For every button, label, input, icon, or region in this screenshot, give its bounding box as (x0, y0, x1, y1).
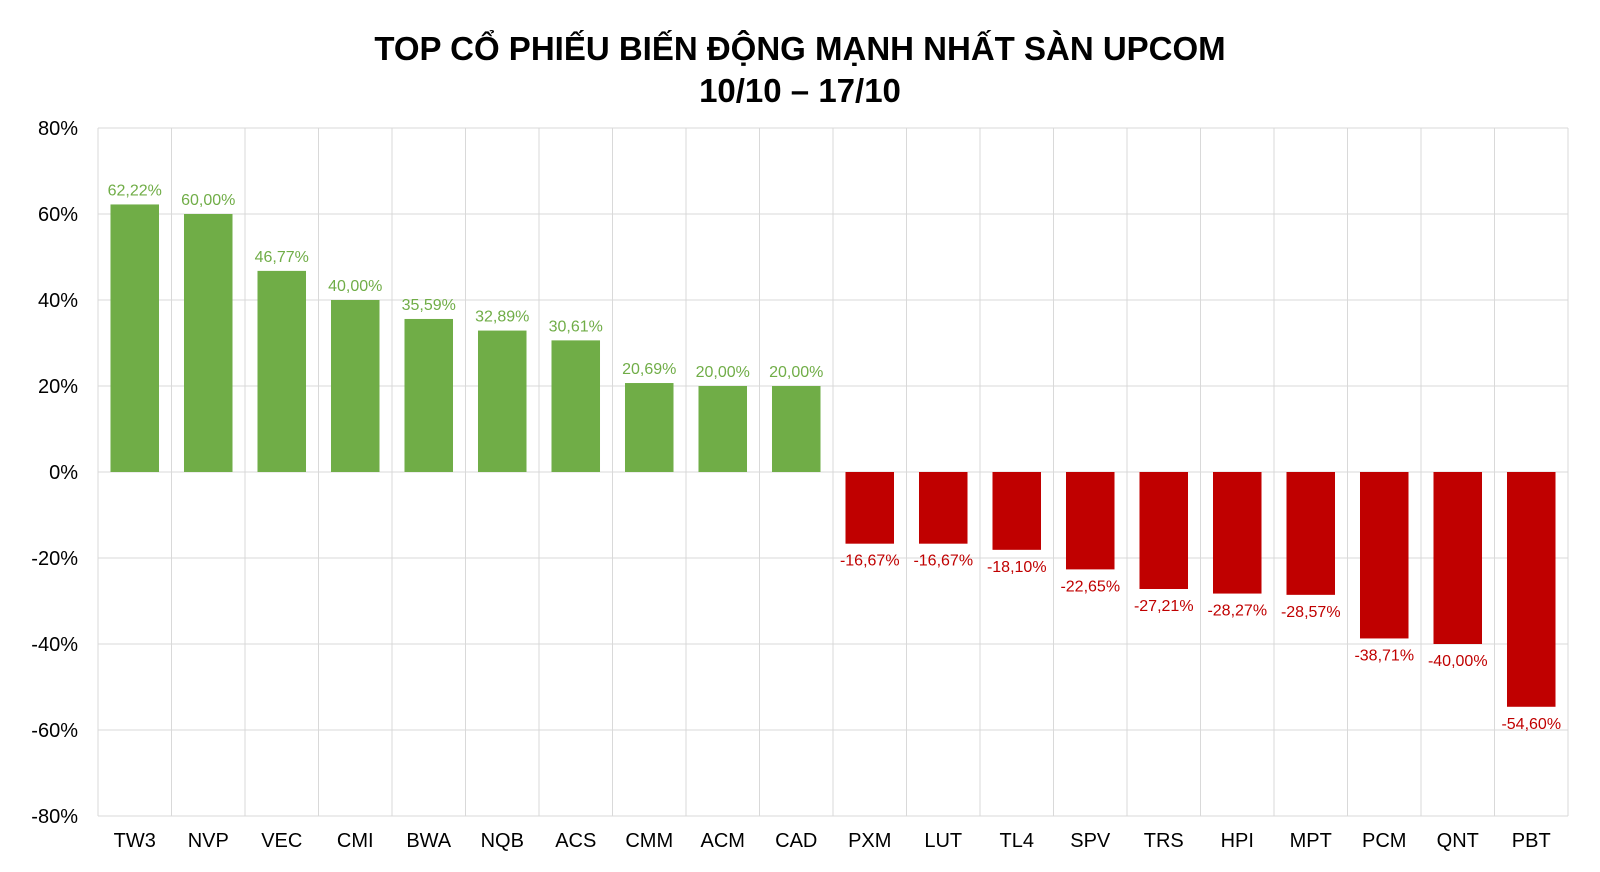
data-label: -28,57% (1281, 604, 1341, 621)
data-label: -22,65% (1060, 578, 1120, 595)
data-label: -28,27% (1207, 603, 1267, 620)
x-tick-label: ACS (555, 830, 596, 852)
bar-cmi (330, 300, 380, 472)
bar-vec (257, 270, 307, 472)
x-tick-label: QNT (1437, 830, 1479, 852)
x-tick-label: LUT (924, 830, 962, 852)
bar-nqb (477, 330, 527, 472)
y-tick-label: 80% (38, 118, 78, 140)
data-label: 20,00% (769, 364, 823, 381)
x-tick-label: SPV (1070, 830, 1111, 852)
x-tick-label: PXM (848, 830, 891, 852)
data-label: 46,77% (255, 249, 309, 266)
bar-acs (551, 340, 601, 472)
data-label: 62,22% (108, 182, 162, 199)
data-label: 20,69% (622, 361, 676, 378)
x-tick-label: TW3 (114, 830, 156, 852)
bar-tw3 (110, 204, 160, 473)
data-label: 20,00% (696, 364, 750, 381)
y-tick-label: -60% (31, 720, 78, 742)
bar-spv (1065, 472, 1115, 570)
x-tick-label: MPT (1290, 830, 1332, 852)
x-tick-label: CMI (337, 830, 374, 852)
bar-pxm (845, 472, 895, 544)
x-tick-label: CAD (775, 830, 817, 852)
bar-trs (1139, 472, 1189, 590)
y-tick-label: -80% (31, 806, 78, 828)
x-tick-label: TRS (1144, 830, 1184, 852)
chart-subtitle: 10/10 – 17/10 (699, 72, 901, 109)
bar-hpi (1212, 472, 1262, 594)
bar-pcm (1359, 472, 1409, 639)
bar-lut (918, 472, 968, 544)
bar-tl4 (992, 472, 1042, 550)
bar-nvp (183, 214, 233, 472)
data-label: -38,71% (1354, 647, 1414, 664)
x-tick-label: HPI (1221, 830, 1254, 852)
data-label: -54,60% (1501, 716, 1561, 733)
bar-cmm (624, 383, 674, 472)
bar-acm (698, 386, 748, 472)
y-tick-label: 20% (38, 376, 78, 398)
x-tick-label: BWA (406, 830, 451, 852)
chart-title: TOP CỔ PHIẾU BIẾN ĐỘNG MẠNH NHẤT SÀN UPC… (374, 30, 1226, 67)
x-tick-label: VEC (261, 830, 302, 852)
bar-bwa (404, 318, 454, 472)
x-tick-label: CMM (625, 830, 673, 852)
y-tick-label: -40% (31, 634, 78, 656)
data-label: 60,00% (181, 192, 235, 209)
x-tick-label: PBT (1512, 830, 1551, 852)
x-tick-label: NQB (481, 830, 524, 852)
bar-mpt (1286, 472, 1336, 595)
bar-qnt (1433, 472, 1483, 644)
data-label: -40,00% (1428, 653, 1488, 670)
data-label: -27,21% (1134, 598, 1194, 615)
y-tick-label: 60% (38, 204, 78, 226)
x-tick-label: TL4 (1000, 830, 1034, 852)
x-tick-label: PCM (1362, 830, 1406, 852)
bar-cad (771, 386, 821, 472)
y-tick-label: 40% (38, 290, 78, 312)
data-label: -16,67% (840, 553, 900, 570)
x-tick-label: NVP (188, 830, 229, 852)
y-tick-label: 0% (49, 462, 78, 484)
data-label: -18,10% (987, 559, 1047, 576)
data-label: 32,89% (475, 309, 529, 326)
chart-title-block: TOP CỔ PHIẾU BIẾN ĐỘNG MẠNH NHẤT SÀN UPC… (0, 28, 1600, 112)
bar-pbt (1506, 472, 1556, 707)
data-label: 35,59% (402, 297, 456, 314)
x-tick-label: ACM (701, 830, 745, 852)
y-tick-label: -20% (31, 548, 78, 570)
data-label: 30,61% (549, 318, 603, 335)
data-label: -16,67% (913, 553, 973, 570)
data-label: 40,00% (328, 278, 382, 295)
